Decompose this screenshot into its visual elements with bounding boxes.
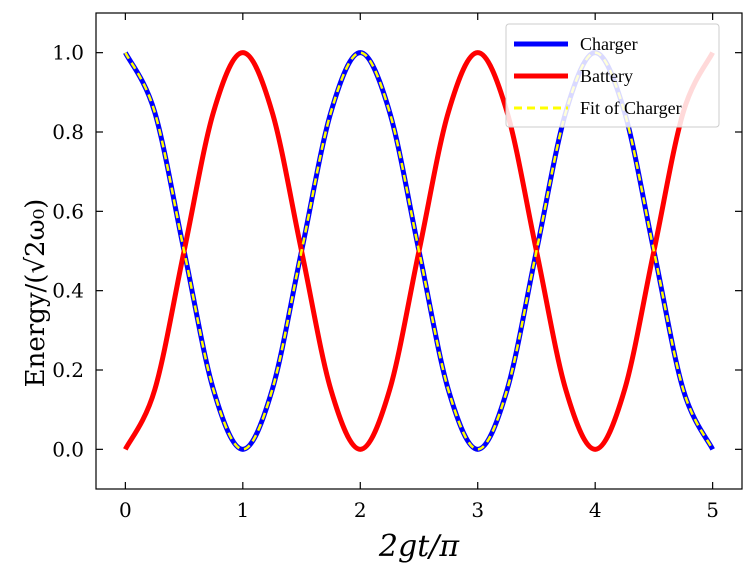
x-tick-label: 4 <box>589 498 602 522</box>
y-tick-label: 1.0 <box>52 41 84 65</box>
legend-label-battery: Battery <box>580 66 633 86</box>
x-axis-label: 2gt/π <box>378 529 460 564</box>
legend-box <box>505 23 720 128</box>
legend-label-charger: Charger <box>580 34 638 54</box>
y-tick-label: 0.0 <box>52 437 84 461</box>
y-tick-label: 0.2 <box>52 358 84 382</box>
y-tick-label: 0.8 <box>52 120 84 144</box>
plot-frame <box>95 12 743 490</box>
x-tick-label: 5 <box>706 498 719 522</box>
axis-ticks: 0 1 2 3 4 5 0.0 0.2 0.4 0.6 0.8 1.0 <box>52 13 742 522</box>
x-tick-label: 1 <box>236 498 249 522</box>
x-tick-label: 3 <box>471 498 484 522</box>
y-tick-label: 0.4 <box>52 279 84 303</box>
legend: Charger Battery Fit of Charger <box>505 23 720 128</box>
legend-label-fit-of-charger: Fit of Charger <box>580 98 682 118</box>
x-tick-label: 0 <box>119 498 132 522</box>
y-tick-label: 0.6 <box>52 199 84 223</box>
x-tick-label: 2 <box>354 498 367 522</box>
y-axis-label: Energy/(√2ω₀) <box>21 199 51 388</box>
